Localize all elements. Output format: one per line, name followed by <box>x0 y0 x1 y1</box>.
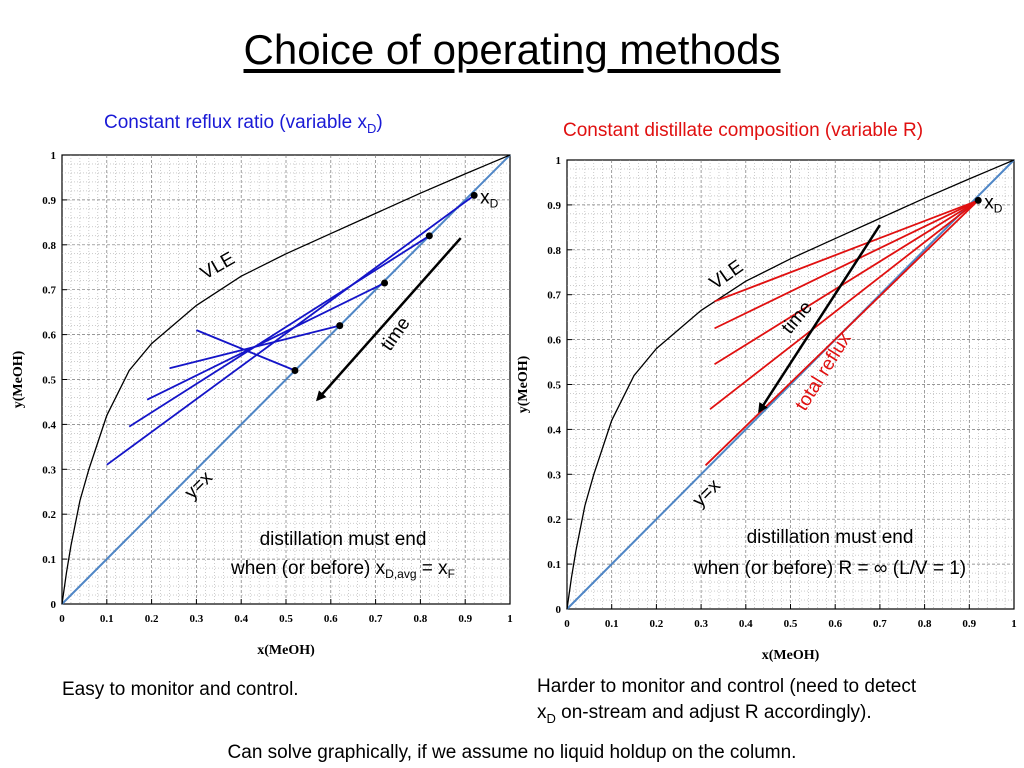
chart1-x-tick-label: 0.9 <box>962 618 976 630</box>
chart1-x-tick-label: 1 <box>1011 618 1017 630</box>
chart1-operating-line <box>714 199 979 366</box>
chart0-diagonal-line <box>61 154 511 605</box>
chart0-vle-curve <box>61 154 511 605</box>
chart1-y-tick-label: 0.4 <box>547 424 561 436</box>
chart0-xd-label: xD <box>480 187 499 210</box>
slide-title: Choice of operating methods <box>243 26 781 73</box>
chart1-y-tick-label: 0.2 <box>547 514 561 526</box>
chart0-note-line2-pre: when (or before) x <box>230 558 386 579</box>
chart0-y-tick-label: 0.1 <box>42 554 56 566</box>
chart1-xd-label: xD <box>984 192 1003 215</box>
chart0-x-axis-label: x(MeOH) <box>257 643 315 658</box>
chart1-y-tick-label: 0.1 <box>547 559 561 571</box>
right-chart-subtitle: Constant distillate composition (variabl… <box>563 120 924 141</box>
right-note: Harder to monitor and control (need to d… <box>537 674 916 732</box>
chart1-x-tick-label: 0.7 <box>873 618 887 630</box>
left-note: Easy to monitor and control. <box>62 679 299 700</box>
chart1-distillate-point <box>974 196 982 204</box>
chart0-xd-label-main: x <box>480 187 490 208</box>
chart0-operating-line <box>196 329 296 372</box>
chart1-x-tick-label: 0.5 <box>784 618 798 630</box>
chart0-distillate-point <box>425 232 433 240</box>
chart1-note-line1: distillation must end <box>747 527 914 548</box>
right-chart: 0 0.1 0.2 0.3 0.4 0.5 0.6 0.7 0.8 0.9 1 0 0.1 0.2 0.3 0… <box>516 155 1017 663</box>
chart1-vle-curve <box>566 159 1015 610</box>
chart0-note-line2-sub2: F <box>448 567 455 581</box>
chart1-note-line2: when (or before) R = ∞ (L/V = 1) <box>693 558 966 579</box>
chart0-note-line2-mid: = x <box>417 558 449 579</box>
chart0-x-tick-label: 0.3 <box>190 613 204 625</box>
chart0-distillate-point <box>336 322 344 330</box>
chart0-operating-line <box>169 324 340 370</box>
chart0-x-tick-label: 0.1 <box>100 613 114 625</box>
chart1-operating-line <box>714 199 979 330</box>
chart1-y-tick-label: 0 <box>556 604 562 616</box>
chart1-xd-label-main: x <box>984 192 994 213</box>
chart0-y-tick-label: 0.2 <box>42 509 56 521</box>
chart0-x-tick-label: 0.2 <box>145 613 159 625</box>
chart1-y-axis-label: y(MeOH) <box>516 355 531 413</box>
chart1-x-tick-label: 0.1 <box>605 618 619 630</box>
chart0-distillate-point <box>381 279 389 287</box>
chart0-note-line2: when (or before) xD,avg = xF <box>230 558 455 581</box>
chart0-x-tick-label: 0.9 <box>458 613 472 625</box>
chart1-x-tick-label: 0.6 <box>828 618 842 630</box>
chart0-distillate-point <box>291 367 299 375</box>
chart0-y-tick-label: 0.3 <box>42 464 56 476</box>
chart1-operating-line <box>704 199 979 466</box>
chart1-y-tick-label: 0.5 <box>547 380 561 392</box>
chart1-y-tick-label: 0.3 <box>547 469 561 481</box>
chart0-y-tick-label: 0.4 <box>42 419 56 431</box>
chart0-y-tick-label: 1 <box>51 150 57 162</box>
chart0-x-tick-label: 0.5 <box>279 613 293 625</box>
chart1-y-tick-label: 0.7 <box>547 290 561 302</box>
chart1-x-tick-label: 0.4 <box>739 618 753 630</box>
chart1-x-axis-label: x(MeOH) <box>762 648 820 663</box>
chart1-diagonal-line <box>566 159 1015 610</box>
chart0-time-arrow <box>316 237 462 402</box>
chart0-x-tick-label: 0.7 <box>369 613 383 625</box>
chart0-x-tick-label: 0.6 <box>324 613 338 625</box>
chart0-operating-line <box>146 282 385 401</box>
chart1-operating-line <box>709 199 979 410</box>
chart0-distillate-point <box>470 191 478 199</box>
chart1-y-tick-label: 0.9 <box>547 200 561 212</box>
chart1-x-tick-label: 0 <box>564 618 570 630</box>
footnote: Can solve graphically, if we assume no l… <box>227 742 797 763</box>
chart0-y-tick-label: 0.9 <box>42 195 56 207</box>
chart0-y-tick-label: 0 <box>51 599 57 611</box>
chart1-y-tick-label: 0.6 <box>547 335 561 347</box>
chart0-x-tick-label: 0 <box>59 613 65 625</box>
chart0-x-tick-label: 0.4 <box>234 613 248 625</box>
right-note-line2: xD on-stream and adjust R accordingly). <box>537 702 872 726</box>
chart1-x-tick-label: 0.8 <box>918 618 932 630</box>
chart1-y-tick-label: 1 <box>556 155 562 167</box>
chart0-note-line1: distillation must end <box>260 529 427 550</box>
chart0-y-axis-label: y(MeOH) <box>11 350 26 408</box>
chart0-x-tick-label: 1 <box>507 613 513 625</box>
chart0-y-tick-label: 0.7 <box>42 285 56 297</box>
chart1-y-tick-label: 0.8 <box>547 245 561 257</box>
chart1-time-arrow <box>758 224 881 414</box>
chart0-y-tick-label: 0.6 <box>42 330 56 342</box>
chart1-operating-line <box>714 199 979 303</box>
chart1-x-tick-label: 0.3 <box>694 618 708 630</box>
left-chart: 0 0.1 0.2 0.3 0.4 0.5 0.6 0.7 0.8 0.9 1 0 0.1 0.2 0.3 0… <box>11 150 513 658</box>
right-note-line1: Harder to monitor and control (need to d… <box>537 676 917 697</box>
chart1-x-tick-label: 0.2 <box>650 618 664 630</box>
chart0-note-line2-sub: D,avg <box>385 567 416 581</box>
chart0-y-tick-label: 0.5 <box>42 375 56 387</box>
chart0-operating-line <box>128 235 430 428</box>
chart0-y-tick-label: 0.8 <box>42 240 56 252</box>
left-chart-subtitle: Constant reflux ratio (variable xD) <box>104 112 383 136</box>
chart0-x-tick-label: 0.8 <box>414 613 428 625</box>
chart1-xd-label-sub: D <box>994 201 1003 215</box>
chart0-xd-label-sub: D <box>490 196 499 210</box>
